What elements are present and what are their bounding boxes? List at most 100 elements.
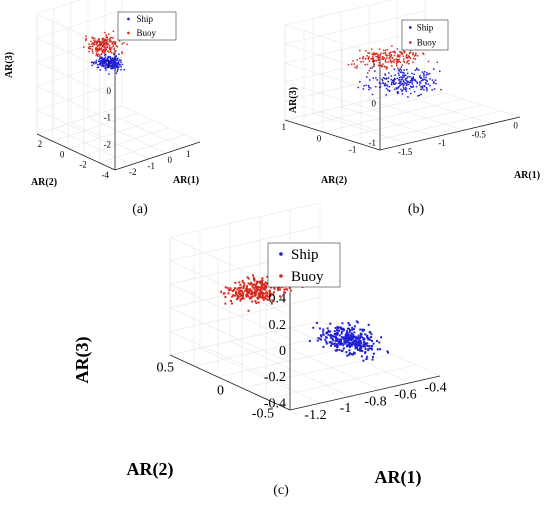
data-point-buoy xyxy=(100,43,102,45)
data-point-buoy xyxy=(408,60,410,62)
data-point-ship xyxy=(400,79,402,81)
data-point-ship xyxy=(349,324,351,326)
data-point-buoy xyxy=(415,58,417,60)
data-point-buoy xyxy=(92,42,94,44)
data-point-ship xyxy=(396,78,398,80)
data-point-ship xyxy=(378,341,380,343)
data-point-buoy xyxy=(396,58,398,60)
data-point-buoy xyxy=(98,38,100,40)
data-point-ship xyxy=(342,344,344,346)
data-point-buoy xyxy=(402,64,404,66)
data-point-buoy xyxy=(92,50,94,52)
data-point-ship xyxy=(317,340,319,342)
data-point-ship xyxy=(435,79,437,81)
data-point-buoy xyxy=(399,55,401,57)
data-point-buoy xyxy=(254,300,256,302)
data-point-ship xyxy=(412,83,414,85)
z-tick-label: -1 xyxy=(369,138,377,148)
y-axis-label: AR(2) xyxy=(127,459,174,480)
data-point-buoy xyxy=(113,31,115,32)
data-point-buoy xyxy=(396,61,398,63)
data-point-ship xyxy=(362,360,364,362)
data-point-ship xyxy=(312,327,314,329)
data-point-ship xyxy=(407,76,409,78)
data-point-buoy xyxy=(234,287,236,289)
data-point-buoy xyxy=(253,278,255,280)
data-point-ship xyxy=(113,54,115,56)
data-point-ship xyxy=(322,331,324,333)
data-point-ship xyxy=(91,61,93,63)
data-point-ship xyxy=(320,335,322,337)
data-point-ship xyxy=(322,328,324,330)
data-point-ship xyxy=(365,348,367,350)
data-point-ship xyxy=(427,73,429,75)
data-point-ship xyxy=(416,69,418,71)
data-point-ship xyxy=(317,337,319,339)
data-point-buoy xyxy=(403,55,405,57)
data-point-buoy xyxy=(109,41,111,43)
data-point-buoy xyxy=(224,303,226,305)
data-point-buoy xyxy=(289,287,291,289)
data-point-ship xyxy=(413,86,415,88)
data-point-buoy xyxy=(108,33,110,35)
data-point-ship xyxy=(424,79,426,81)
data-point-buoy xyxy=(114,47,116,49)
data-point-buoy xyxy=(107,44,109,46)
data-point-buoy xyxy=(228,292,230,294)
data-point-ship xyxy=(363,85,365,87)
data-point-ship xyxy=(117,67,119,69)
data-point-buoy xyxy=(380,54,382,56)
data-point-ship xyxy=(116,66,118,68)
data-point-ship xyxy=(421,86,423,88)
data-point-ship xyxy=(419,75,421,77)
data-point-buoy xyxy=(106,37,108,39)
data-point-ship xyxy=(338,339,340,341)
panel-label: (c) xyxy=(273,483,289,498)
x-tick-label: 0 xyxy=(513,121,518,131)
data-point-ship xyxy=(422,71,424,73)
data-point-buoy xyxy=(238,290,240,292)
data-point-buoy xyxy=(428,61,430,63)
data-point-buoy xyxy=(265,298,267,300)
data-point-ship xyxy=(105,54,107,56)
data-point-ship xyxy=(119,64,121,66)
data-point-buoy xyxy=(389,54,391,56)
data-point-ship xyxy=(409,82,411,84)
data-point-ship xyxy=(99,58,101,60)
data-point-buoy xyxy=(385,60,387,62)
data-point-buoy xyxy=(98,48,100,50)
data-point-ship xyxy=(360,340,362,342)
data-point-ship xyxy=(419,84,421,86)
data-point-ship xyxy=(365,85,367,87)
data-point-ship xyxy=(368,324,370,326)
data-point-ship xyxy=(429,78,431,80)
data-point-ship xyxy=(370,347,372,349)
data-point-ship xyxy=(324,339,326,341)
data-point-ship xyxy=(380,86,382,88)
data-point-buoy xyxy=(369,53,371,55)
data-point-buoy xyxy=(88,51,90,53)
data-point-buoy xyxy=(102,38,104,40)
data-point-buoy xyxy=(373,54,375,56)
data-point-ship xyxy=(398,83,400,85)
data-point-buoy xyxy=(249,289,251,291)
data-point-buoy xyxy=(230,300,232,302)
data-point-buoy xyxy=(113,52,115,54)
z-tick-label: -1 xyxy=(104,113,112,123)
grid-line xyxy=(105,112,183,148)
data-point-buoy xyxy=(379,59,381,61)
data-point-ship xyxy=(341,333,343,335)
data-point-buoy xyxy=(250,297,252,299)
x-tick-label: -0.4 xyxy=(424,381,446,396)
data-point-buoy xyxy=(415,53,417,55)
data-point-buoy xyxy=(123,42,125,44)
panel-label: (b) xyxy=(408,202,425,217)
data-point-ship xyxy=(332,340,334,342)
data-point-buoy xyxy=(121,53,123,55)
data-point-ship xyxy=(371,345,373,347)
data-point-buoy xyxy=(108,51,110,53)
legend-label-buoy: Buoy xyxy=(291,269,324,285)
data-point-ship xyxy=(346,330,348,332)
data-point-buoy xyxy=(261,277,263,279)
data-point-ship xyxy=(357,87,359,89)
